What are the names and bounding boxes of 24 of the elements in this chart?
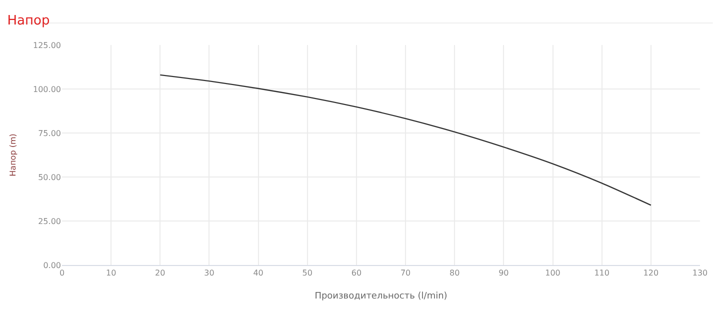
y-tick-label: 0.00 bbox=[43, 260, 61, 270]
x-tick-label: 80 bbox=[450, 268, 460, 278]
x-tick-label: 90 bbox=[498, 268, 509, 278]
x-tick-label: 30 bbox=[204, 268, 214, 278]
y-axis-title: Напор (m) bbox=[8, 134, 18, 176]
x-tick-label: 110 bbox=[594, 268, 610, 278]
line-series bbox=[160, 74, 652, 206]
y-tick-label: 125.00 bbox=[33, 40, 61, 50]
x-tick-label: 100 bbox=[545, 268, 560, 278]
x-tick-label: 130 bbox=[692, 268, 708, 278]
y-tick-label: 100.00 bbox=[33, 84, 61, 94]
x-tick-label: 0 bbox=[59, 268, 65, 278]
x-tick-label: 60 bbox=[351, 268, 362, 278]
x-axis-title: Производительность (l/min) bbox=[314, 291, 448, 302]
x-tick-label: 40 bbox=[253, 268, 264, 278]
y-tick-label: 75.00 bbox=[38, 128, 61, 138]
x-tick-label: 10 bbox=[106, 268, 116, 278]
y-tick-label: 50.00 bbox=[38, 172, 61, 182]
x-tick-label: 50 bbox=[302, 268, 312, 278]
chart-title: Напор bbox=[7, 14, 50, 29]
x-tick-label: 120 bbox=[643, 268, 659, 278]
x-tick-label: 70 bbox=[400, 268, 411, 278]
x-tick-label: 20 bbox=[155, 268, 166, 278]
y-tick-label: 25.00 bbox=[38, 216, 61, 226]
